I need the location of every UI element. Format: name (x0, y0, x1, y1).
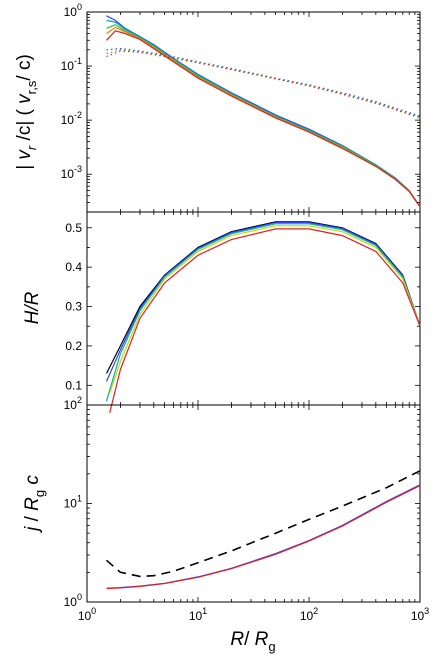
ylabel-top-v1: v (14, 149, 35, 160)
ylabel-bottom-v1: j (22, 526, 43, 534)
ylabel-top-end: / c) (14, 54, 35, 80)
tick-base: 10 (189, 609, 203, 623)
y-tick-label: 100 (64, 592, 82, 609)
series-line-middle-2 (105, 223, 421, 402)
y-tick-label: 100 (64, 2, 82, 19)
panel-middle: 0.1 0.2 0.3 0.4 0.5 H/R (22, 211, 421, 414)
y-tick-label: 102 (64, 395, 82, 412)
ylabel-top-mid: /c| ( (14, 104, 35, 146)
y-tick-label: 0.1 (65, 378, 82, 392)
panel-top-ylabel: | vr /c| ( vr,s/ c) (14, 54, 39, 170)
series-line-middle-3 (109, 225, 421, 394)
tick-base: 10 (64, 595, 78, 609)
y-tick-label: 0.4 (65, 260, 82, 274)
series-line-top-2 (106, 24, 421, 208)
y-tick-label: 101 (64, 494, 82, 511)
ylabel-bottom-sub: g (32, 490, 47, 497)
series-line-top-5 (106, 47, 421, 117)
series-line-middle-1 (105, 222, 421, 382)
series-line-middle-4 (109, 228, 421, 414)
panel-middle-marks (105, 221, 421, 414)
panel-bottom-frame (86, 404, 421, 603)
y-tick-label: 0.3 (65, 300, 82, 314)
x-tick-label: 100 (78, 606, 96, 623)
tick-base: 10 (411, 609, 425, 623)
panel-top-marks (106, 15, 421, 208)
y-tick-label: 0.2 (65, 339, 82, 353)
series-line-top-7 (106, 50, 421, 119)
xlabel-v2: R (255, 629, 269, 650)
y-tick-label: 10-1 (61, 56, 82, 73)
ylabel-top-sub2: r,s (24, 80, 39, 94)
x-tick-label: 102 (300, 606, 318, 623)
tick-exponent: -1 (74, 56, 82, 66)
panel-bottom-xlabel: R/ Rg (230, 629, 275, 654)
series-line-bottom-2 (106, 485, 421, 590)
tick-exponent: -2 (74, 110, 82, 120)
y-tick-label: 0.5 (65, 221, 82, 235)
xlabel-v1: R (230, 629, 244, 650)
tick-base: 10 (61, 59, 75, 73)
series-line-bottom-1 (106, 484, 421, 589)
ylabel-top-bar: | (14, 160, 35, 170)
ylabel-top-sub1: r (24, 145, 39, 150)
tick-exponent: 2 (77, 395, 82, 405)
panel-top-frame (86, 11, 421, 213)
tick-exponent: 2 (313, 606, 318, 616)
tick-exponent: 1 (77, 494, 82, 504)
panel-middle-ylabel: H/R (22, 291, 43, 324)
panel-bottom-ylabel: j / Rg c (22, 475, 47, 534)
y-tick-label: 10-3 (61, 164, 82, 181)
y-tick-label: 10-2 (61, 110, 82, 127)
panel-bottom-marks (105, 470, 421, 590)
tick-base: 10 (61, 167, 75, 181)
tick-exponent: 0 (77, 2, 82, 12)
series-line-top-4 (106, 30, 421, 208)
tick-base: 10 (64, 497, 78, 511)
ylabel-top-v2: v (14, 93, 35, 104)
series-line-top-3 (106, 26, 421, 208)
tick-base: 10 (64, 5, 78, 19)
tick-exponent: -3 (74, 164, 82, 174)
x-tick-label: 103 (411, 606, 429, 623)
ylabel-bottom-mid: / (22, 511, 43, 527)
xlabel-mid: / (244, 629, 255, 650)
tick-base: 10 (61, 113, 75, 127)
tick-base: 10 (78, 609, 92, 623)
series-line-top-6 (106, 49, 421, 118)
ylabel-bottom-v2: R (22, 497, 43, 511)
ylabel-bottom-end: c (22, 475, 43, 490)
tick-exponent: 0 (91, 606, 96, 616)
tick-exponent: 1 (202, 606, 207, 616)
xlabel-sub: g (268, 639, 275, 654)
tick-base: 10 (300, 609, 314, 623)
tick-base: 10 (64, 398, 78, 412)
x-tick-label: 101 (189, 606, 207, 623)
tick-exponent: 0 (77, 592, 82, 602)
series-line-bottom-0 (105, 470, 421, 578)
tick-exponent: 3 (424, 606, 429, 616)
